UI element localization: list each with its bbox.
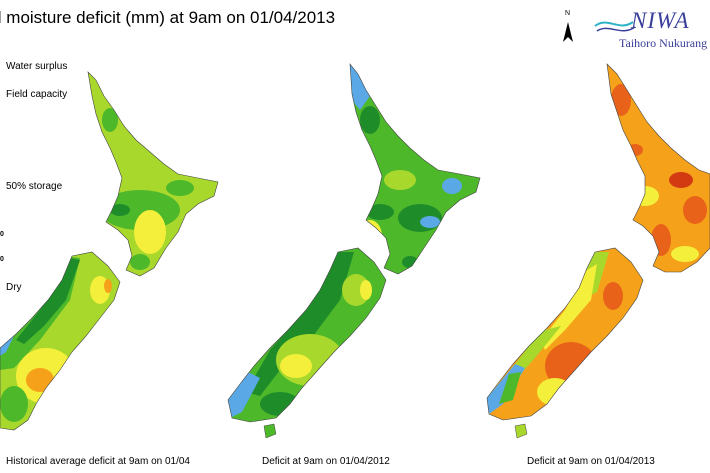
niwa-logo: NIWA Taihoro Nukurang bbox=[593, 6, 710, 50]
legend-label-water-surplus: Water surplus bbox=[6, 61, 68, 72]
caption-historical-average: Historical average deficit at 9am on 01/… bbox=[6, 456, 190, 467]
north-arrow: N bbox=[561, 10, 575, 44]
logo-wordmark: NIWA bbox=[631, 8, 690, 33]
caption-2012: Deficit at 9am on 01/04/2012 bbox=[262, 456, 390, 467]
map-2013 bbox=[486, 63, 710, 439]
north-arrow-icon bbox=[563, 22, 573, 42]
niwa-wave-icon bbox=[594, 21, 636, 32]
legend-label-field-capacity: Field capacity bbox=[6, 89, 68, 100]
map-historical-average bbox=[0, 71, 219, 431]
legend-tick: 0 bbox=[0, 231, 4, 238]
map-2012 bbox=[227, 63, 481, 439]
legend-label-50-storage: 50% storage bbox=[6, 181, 63, 192]
north-label: N bbox=[565, 10, 571, 17]
caption-2013: Deficit at 9am on 01/04/2013 bbox=[527, 456, 655, 467]
legend-label-dry: Dry bbox=[6, 282, 22, 293]
map-title: il moisture deficit (mm) at 9am on 01/04… bbox=[0, 8, 336, 27]
logo-subtitle: Taihoro Nukurang bbox=[619, 36, 708, 50]
legend-tick: 0 bbox=[0, 256, 4, 263]
